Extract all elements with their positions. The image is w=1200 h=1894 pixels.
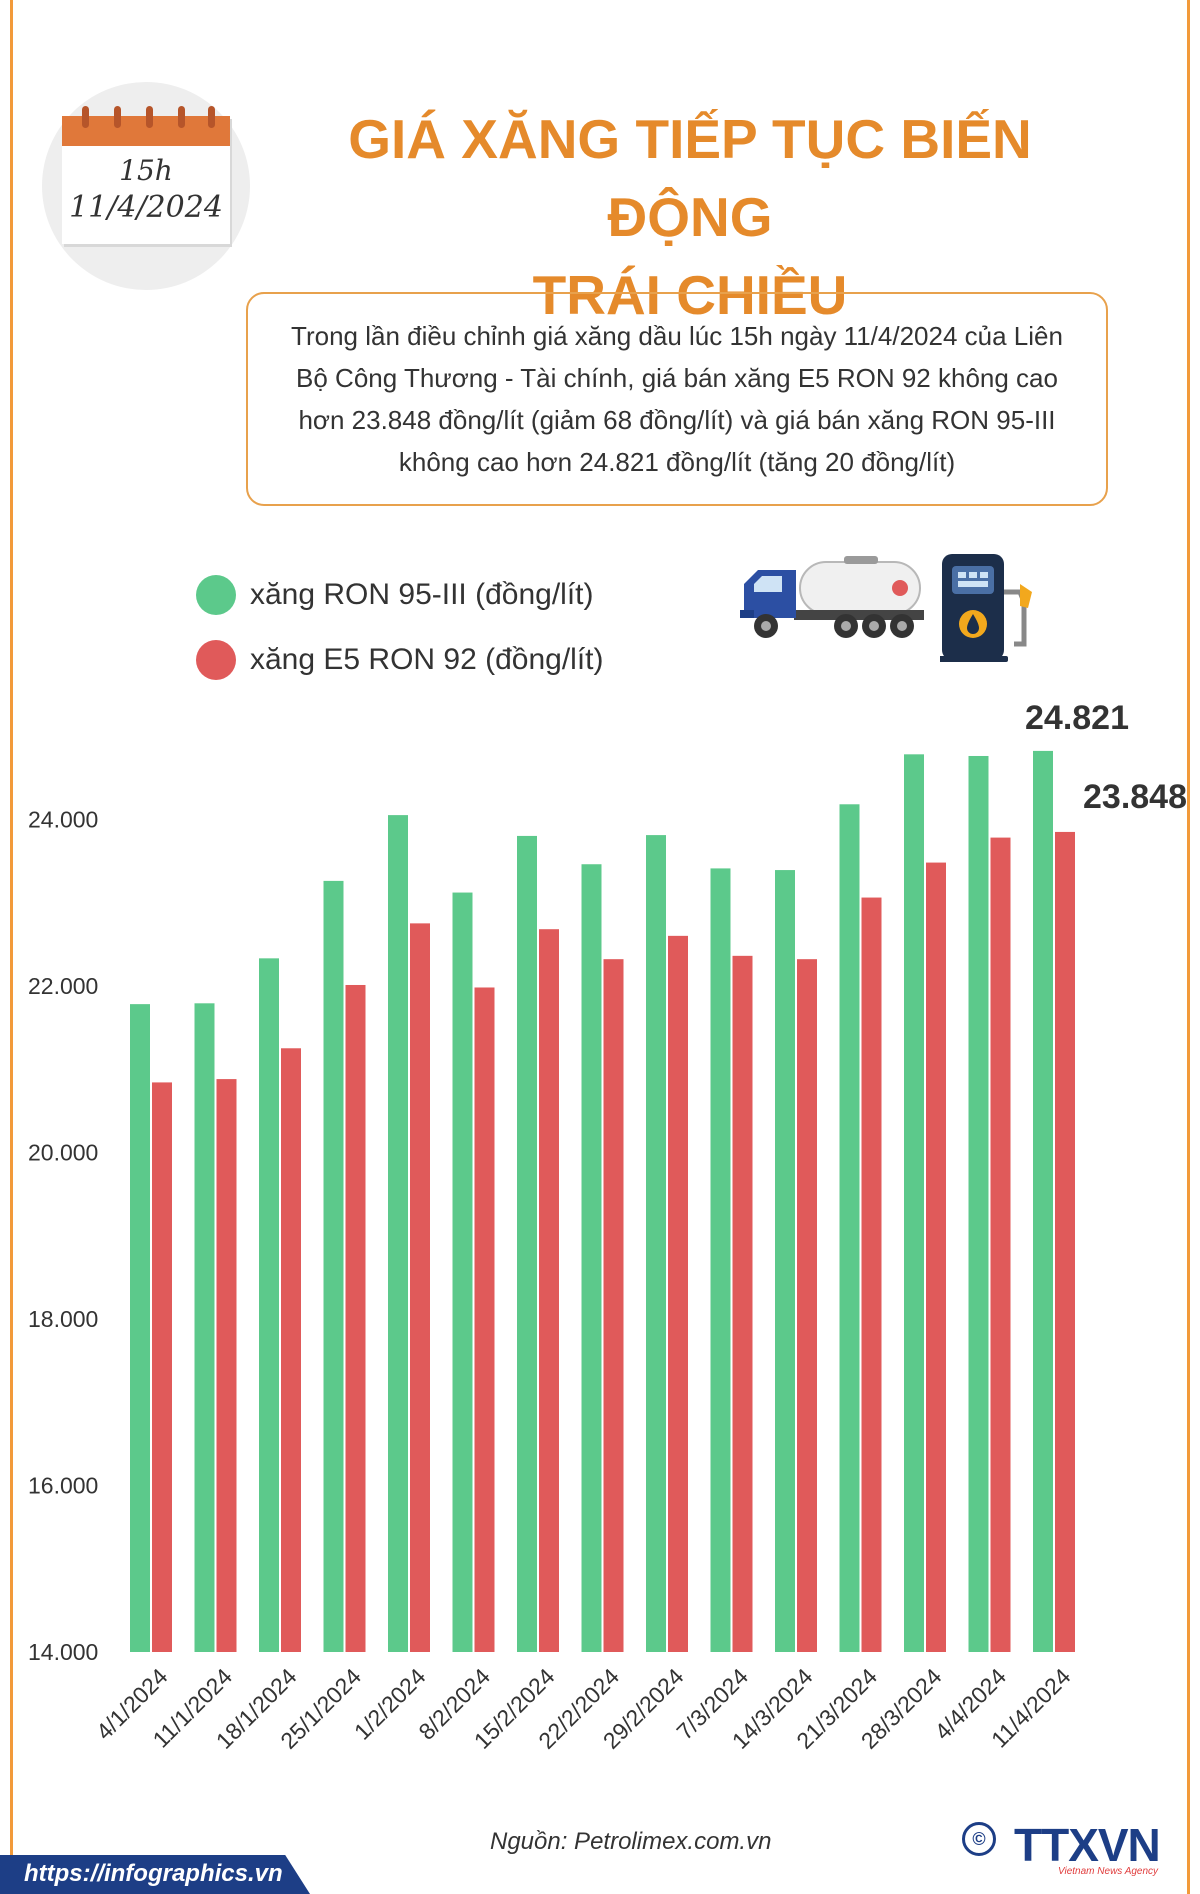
- calendar-ring: [82, 106, 89, 128]
- data-label: 24.821: [1025, 699, 1129, 737]
- bar-ron95: [968, 755, 989, 1652]
- url-bar: [0, 1855, 310, 1894]
- bar-e5: [474, 987, 495, 1652]
- annotations: 24.821 23.848: [1025, 699, 1187, 816]
- fuel-truck-icon: [740, 556, 924, 638]
- y-tick-label: 18.000: [28, 1306, 98, 1332]
- legend-swatch: [196, 575, 236, 615]
- bar-ron95: [452, 892, 473, 1652]
- ttxvn-logo: TTXVN: [1014, 1819, 1161, 1871]
- bar-ron95: [839, 804, 860, 1652]
- bar-ron95: [646, 835, 666, 1652]
- data-label: 23.848: [1083, 778, 1187, 816]
- logo-subtitle: Vietnam News Agency: [1058, 1866, 1159, 1877]
- bar-ron95: [904, 754, 924, 1652]
- bar-e5: [990, 837, 1011, 1652]
- y-tick-label: 16.000: [28, 1472, 98, 1498]
- bar-e5: [539, 929, 559, 1652]
- bar-ron95: [775, 870, 795, 1652]
- copyright-icon: ©: [962, 1822, 996, 1856]
- bar-e5: [281, 1048, 301, 1652]
- bar-e5: [926, 862, 946, 1652]
- y-tick-label: 20.000: [28, 1139, 98, 1165]
- bar-chart: 14.000 16.000 18.000 20.000 22.000 24.000 4/1…: [28, 699, 1187, 1754]
- bar-e5: [668, 935, 688, 1652]
- bar-e5: [216, 1079, 237, 1652]
- bar-ron95: [388, 815, 408, 1652]
- left-border: [10, 0, 13, 1894]
- legend-item-ron95: xăng RON 95-III (đồng/lít): [196, 575, 593, 615]
- calendar-date: 11/4/2024: [69, 190, 223, 225]
- bar-ron95: [710, 868, 731, 1652]
- bar-ron95: [259, 958, 279, 1652]
- x-axis: 4/1/202411/1/202418/1/202425/1/20241/2/2…: [91, 1663, 1076, 1754]
- calendar-ring: [208, 106, 215, 128]
- bar-ron95: [517, 835, 537, 1652]
- bar-ron95: [581, 864, 602, 1652]
- bar-e5: [797, 959, 817, 1652]
- website-link[interactable]: https://infographics.vn: [24, 1860, 283, 1887]
- calendar-ring: [178, 106, 185, 128]
- calendar-badge: 15h 11/4/2024: [42, 82, 250, 290]
- y-axis: 14.000 16.000 18.000 20.000 22.000 24.000: [28, 806, 98, 1665]
- y-tick-label: 22.000: [28, 973, 98, 999]
- bar-e5: [1055, 831, 1075, 1652]
- calendar-time: 15h: [119, 154, 173, 187]
- source-note: Nguồn: Petrolimex.com.vn: [490, 1828, 772, 1855]
- title-line-1: GIÁ XĂNG TIẾP TỤC BIẾN ĐỘNG: [348, 108, 1032, 248]
- bar-e5: [410, 923, 430, 1652]
- y-tick-label: 14.000: [28, 1639, 98, 1665]
- legend-label: xăng E5 RON 92 (đồng/lít): [250, 643, 604, 676]
- bar-e5: [152, 1082, 172, 1652]
- calendar-ring: [114, 106, 121, 128]
- bar-e5: [603, 959, 624, 1652]
- legend-swatch: [196, 640, 236, 680]
- y-tick-label: 24.000: [28, 806, 98, 832]
- bar-ron95: [194, 1003, 215, 1652]
- legend-label: xăng RON 95-III (đồng/lít): [250, 578, 594, 611]
- bar-e5: [861, 897, 882, 1652]
- summary-text: Trong lần điều chỉnh giá xăng dầu lúc 15…: [291, 321, 1063, 477]
- legend-item-e5: xăng E5 RON 92 (đồng/lít): [196, 640, 604, 680]
- page-title: GIÁ XĂNG TIẾP TỤC BIẾN ĐỘNG TRÁI CHIỀU: [260, 100, 1120, 334]
- fuel-pump-icon: [940, 554, 1032, 662]
- bars: [130, 750, 1075, 1652]
- bar-ron95: [1033, 750, 1053, 1652]
- bar-e5: [345, 984, 366, 1652]
- bar-ron95: [130, 1004, 150, 1652]
- bar-e5: [732, 955, 753, 1652]
- title-line-2: TRÁI CHIỀU: [532, 264, 848, 326]
- right-border: [1187, 0, 1190, 1894]
- bar-ron95: [323, 880, 344, 1652]
- calendar-ring: [146, 106, 153, 128]
- summary-box: Trong lần điều chỉnh giá xăng dầu lúc 15…: [246, 292, 1108, 506]
